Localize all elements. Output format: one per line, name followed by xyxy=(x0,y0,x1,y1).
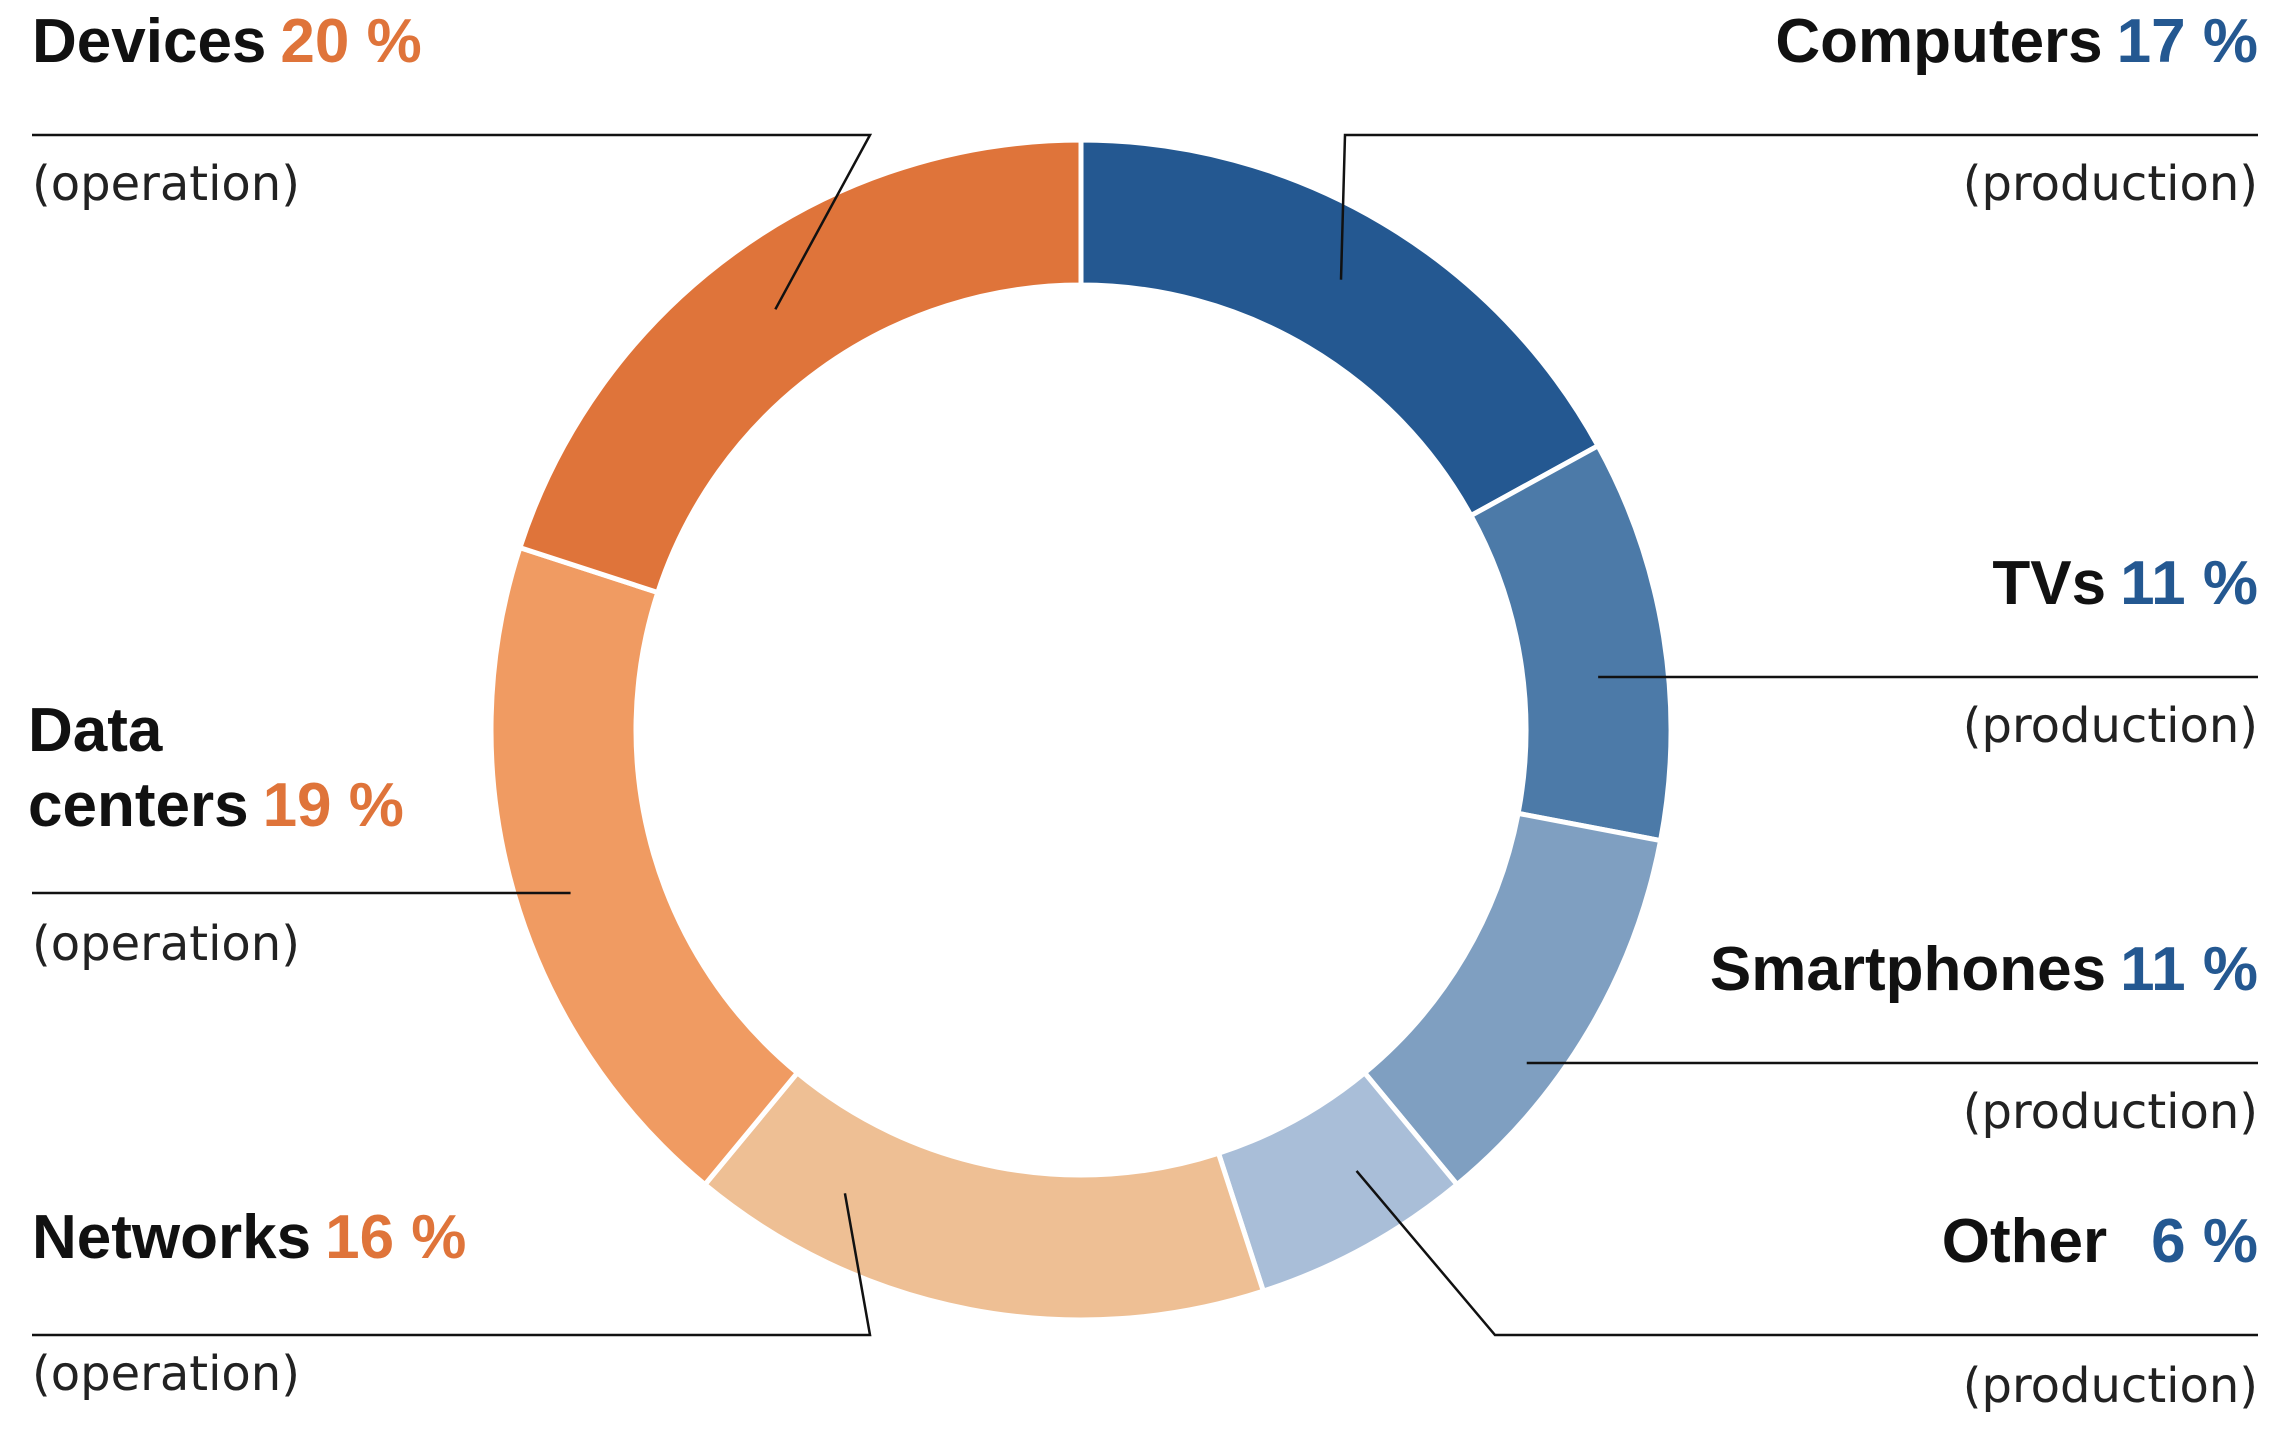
leader-line-computers xyxy=(1339,133,2258,280)
leader-line-devices xyxy=(32,133,873,310)
label-value-devices: 20 % xyxy=(280,7,421,76)
label-value-smartphones: 11 % xyxy=(2120,935,2258,1004)
label-smartphones: 11 %Smartphones (production) xyxy=(1526,935,2258,1140)
label-note-smartphones: (production) xyxy=(1963,1084,2258,1140)
label-name-data-centers-line1: Data xyxy=(28,696,163,765)
label-name-devices: Devices xyxy=(32,7,266,76)
slice-tvs xyxy=(1467,442,1674,844)
label-networks: Networks 16 % (operation) xyxy=(32,1193,872,1402)
label-name-other: Other xyxy=(1942,1207,2107,1276)
slice-networks xyxy=(701,1069,1267,1323)
label-note-other: (production) xyxy=(1963,1358,2258,1414)
label-name-networks: Networks xyxy=(32,1203,311,1272)
label-note-computers: (production) xyxy=(1963,156,2258,212)
label-value-data-centers: 19 % xyxy=(263,771,404,840)
label-note-networks: (operation) xyxy=(32,1346,300,1402)
donut-slices xyxy=(488,137,1674,1323)
leader-line-networks xyxy=(32,1193,872,1337)
label-name-smartphones: Smartphones xyxy=(1710,935,2106,1004)
slice-computers xyxy=(1078,137,1602,520)
label-computers: 17 %Computers (production) xyxy=(1339,7,2258,280)
label-devices: Devices 20 % (operation) xyxy=(32,7,873,310)
label-tvs: 11 %TVs (production) xyxy=(1598,549,2258,754)
label-name-tvs: TVs xyxy=(1992,549,2106,618)
label-name-computers: Computers xyxy=(1775,7,2102,76)
label-note-data-centers: (operation) xyxy=(32,916,300,972)
label-note-devices: (operation) xyxy=(32,156,300,212)
leader-line-other xyxy=(1355,1170,2258,1337)
label-value-computers: 17 % xyxy=(2117,7,2258,76)
slice-labels: 17 %Computers(production)11 %TVs(product… xyxy=(28,7,2258,1414)
label-name-data-centers-line2: centers xyxy=(28,771,249,840)
slice-data-centers xyxy=(488,544,801,1189)
label-other: 6 % Other (production) xyxy=(1355,1170,2258,1414)
label-value-tvs: 11 % xyxy=(2120,549,2258,618)
slice-devices xyxy=(516,137,1084,596)
label-value-networks: 16 % xyxy=(325,1203,466,1272)
label-value-other: 6 % xyxy=(2151,1207,2258,1276)
label-note-tvs: (production) xyxy=(1963,698,2258,754)
